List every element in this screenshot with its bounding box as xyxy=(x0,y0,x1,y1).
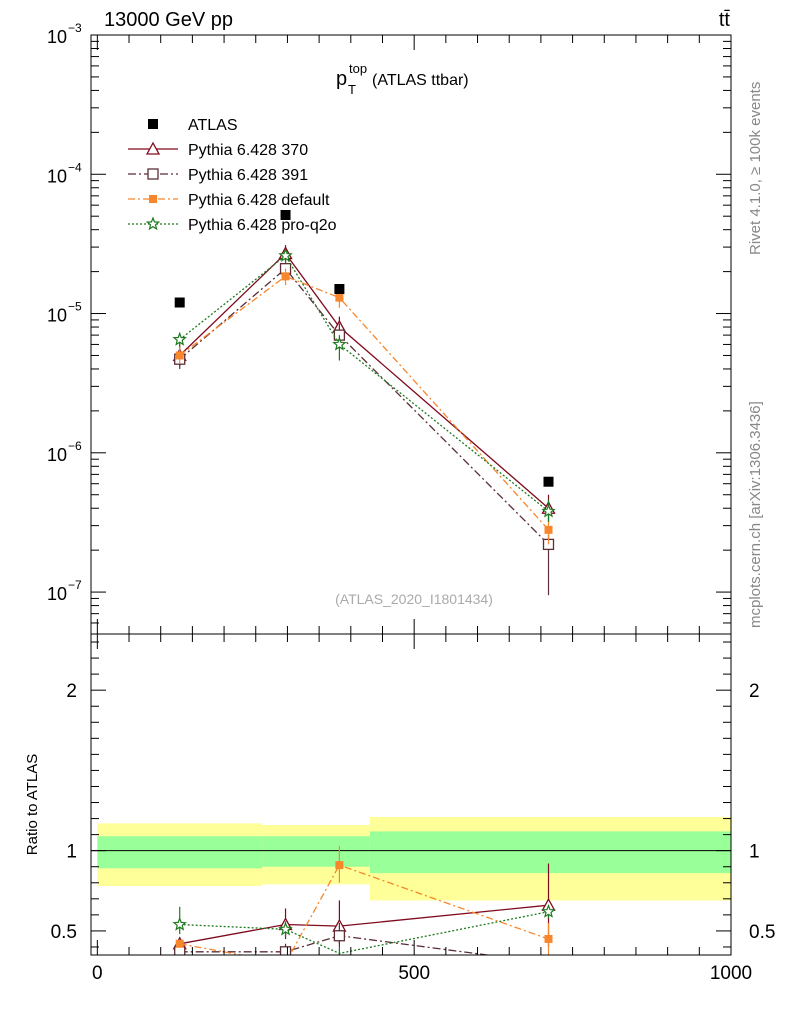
series-2 xyxy=(175,268,553,545)
ratio-point xyxy=(278,921,293,936)
ratio-series-group xyxy=(172,845,556,955)
main-title-suffix: (ATLAS ttbar) xyxy=(372,72,469,89)
data-point xyxy=(278,248,293,262)
series-3 xyxy=(172,248,556,522)
ratio-line xyxy=(179,864,549,955)
uncertainty-band-inner xyxy=(97,836,263,869)
y-tick-exponent: −5 xyxy=(68,300,82,314)
series-1 xyxy=(174,258,555,596)
x-tick-label: 1000 xyxy=(710,963,752,984)
x-tick-label: 500 xyxy=(398,963,430,984)
atlas-point xyxy=(174,297,185,308)
data-point xyxy=(281,272,290,281)
legend-marker xyxy=(147,168,159,180)
y-tick-exponent: −3 xyxy=(68,21,82,35)
ratio-series-3 xyxy=(172,904,556,955)
ratio-series-1 xyxy=(174,922,493,955)
legend-marker xyxy=(145,141,161,155)
atlas-point xyxy=(334,284,345,295)
y-tick-label: 10 xyxy=(47,166,67,186)
atlas-data xyxy=(174,209,554,487)
y-tick-exponent: −6 xyxy=(68,439,82,453)
ratio-y-tick-label-right: 1 xyxy=(749,842,760,863)
legend-marker xyxy=(145,216,161,231)
ratio-y-axis-label: Ratio to ATLAS xyxy=(24,754,41,855)
ratio-line xyxy=(179,904,549,945)
ratio-point xyxy=(333,930,346,942)
data-point xyxy=(175,351,184,360)
ratio-series-2 xyxy=(175,845,553,955)
data-point xyxy=(332,336,347,351)
ratio-point xyxy=(541,904,556,918)
mcplots-source-label: mcplots.cern.ch [arXiv:1306.3436] xyxy=(747,401,764,628)
ratio-point xyxy=(335,861,344,870)
legend-label: Pythia 6.428 pro-q2o xyxy=(188,217,337,234)
data-point xyxy=(172,331,187,346)
atlas-point xyxy=(543,476,554,487)
uncertainty-band-inner xyxy=(262,836,370,867)
ratio-y-tick-label: 1 xyxy=(66,842,77,863)
data-point xyxy=(335,293,344,302)
final-state-label: tt̄ xyxy=(719,9,731,31)
main-title-sub: T xyxy=(348,82,356,97)
legend-label: Pythia 6.428 391 xyxy=(188,167,308,184)
ratio-y-tick-label: 2 xyxy=(66,681,77,702)
ratio-frame xyxy=(90,633,732,956)
ratio-point xyxy=(279,946,292,955)
data-point xyxy=(541,503,556,518)
legend-marker-atlas xyxy=(148,119,158,129)
atlas-point xyxy=(280,209,291,220)
ratio-point xyxy=(175,939,184,948)
legend-label: Pythia 6.428 default xyxy=(188,192,330,209)
y-tick-label: 10 xyxy=(47,306,67,326)
main-title: p xyxy=(336,68,347,90)
ratio-line xyxy=(179,911,549,955)
process-label: 13000 GeV pp xyxy=(104,9,233,31)
y-tick-label: 10 xyxy=(47,445,67,465)
x-tick-label: 0 xyxy=(92,963,103,984)
ratio-y-tick-label-right: 2 xyxy=(749,681,760,702)
rivet-version-label: Rivet 4.1.0, ≥ 100k events xyxy=(747,82,764,255)
legend: ATLAS Pythia 6.428 370 Pythia 6.428 391 Pyt… xyxy=(128,117,337,234)
ratio-panel: 0.5 0.5 1 1 2 2 0 500 1000 Ratio to ATLAS xyxy=(24,633,775,984)
ratio-y-tick-label-right: 0.5 xyxy=(749,922,775,943)
data-point xyxy=(544,525,553,534)
legend-label-atlas: ATLAS xyxy=(188,117,238,134)
series-line xyxy=(179,275,549,531)
ratio-point xyxy=(172,916,187,931)
series-0 xyxy=(172,245,556,522)
legend-label: Pythia 6.428 370 xyxy=(188,142,308,159)
series-line xyxy=(179,267,549,545)
legend-marker xyxy=(149,195,157,203)
ratio-point xyxy=(544,934,553,943)
y-tick-label: 10 xyxy=(47,27,67,47)
ratio-line xyxy=(179,935,493,955)
y-tick-exponent: −4 xyxy=(68,160,82,174)
analysis-watermark: (ATLAS_2020_I1801434) xyxy=(335,591,493,607)
uncertainty-band-inner xyxy=(369,831,731,874)
main-title-sup: top xyxy=(349,61,367,76)
y-tick-label: 10 xyxy=(47,584,67,604)
y-tick-exponent: −7 xyxy=(68,578,82,592)
series-line xyxy=(179,254,549,512)
series-line xyxy=(179,252,549,509)
ratio-y-tick-label: 0.5 xyxy=(51,922,77,943)
